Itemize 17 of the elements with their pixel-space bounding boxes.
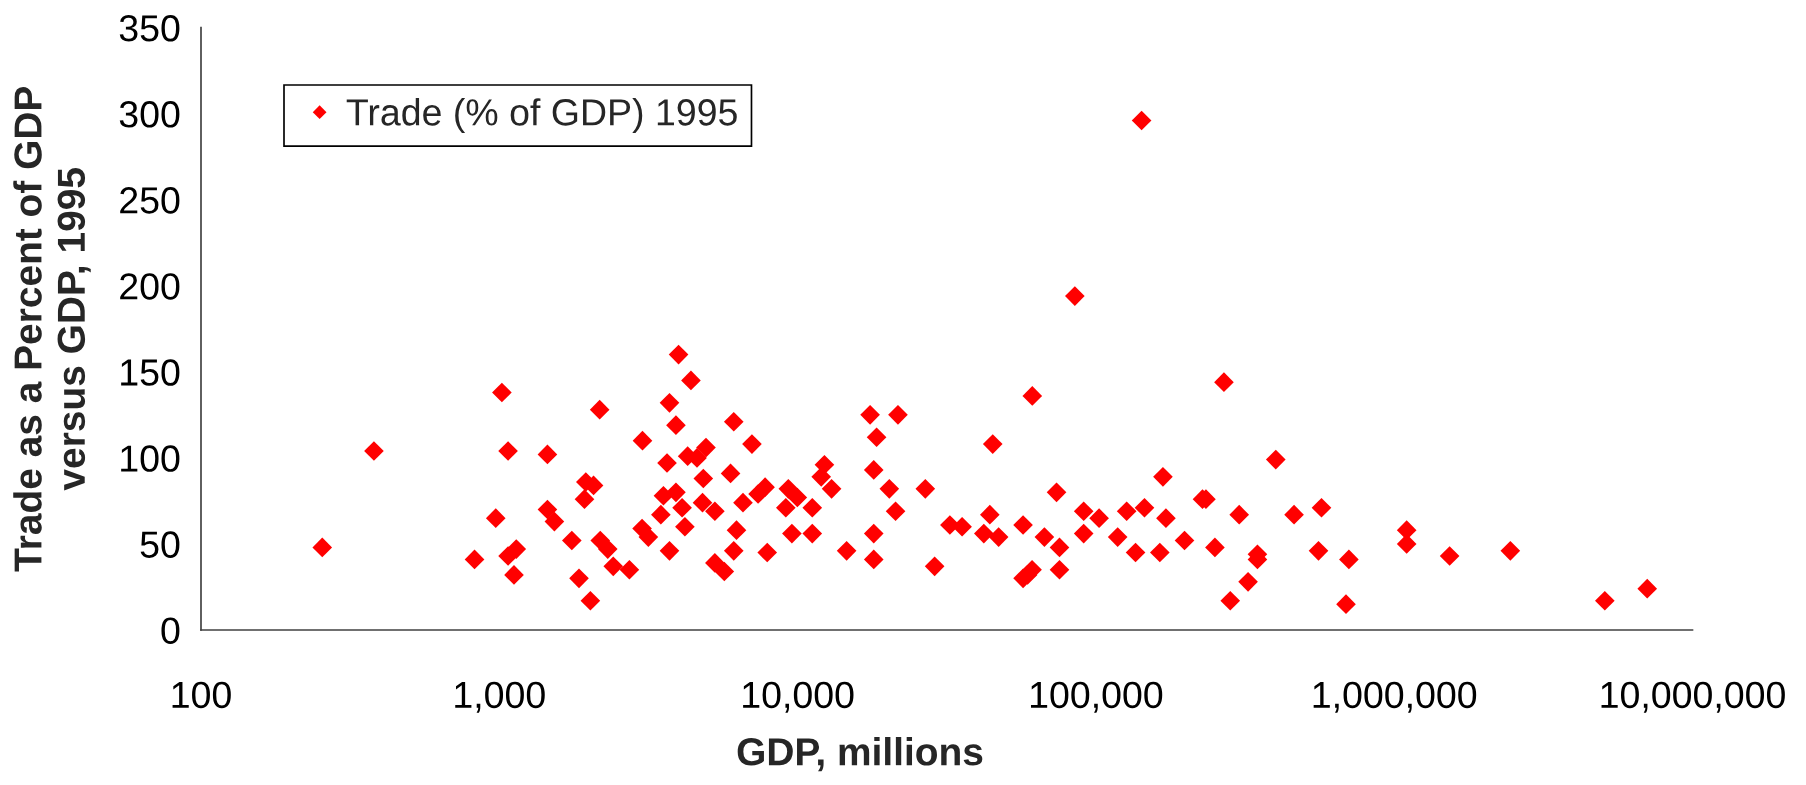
- y-tick-label: 50: [140, 531, 180, 558]
- y-tick-label: 300: [119, 101, 180, 128]
- x-tick-label: 10,000,000: [1601, 681, 1785, 713]
- y-tick-label: 150: [121, 359, 180, 386]
- x-tick-label: 1,000: [455, 681, 545, 713]
- x-axis-title: GDP, millions: [737, 737, 983, 772]
- y-tick-label: 350: [119, 15, 180, 42]
- y-tick-label: 250: [120, 187, 180, 214]
- y-tick-label: 200: [120, 273, 180, 300]
- x-tick-label: 100,000: [1030, 681, 1163, 713]
- x-tick-label: 1,000,000: [1313, 681, 1477, 713]
- legend-label: Trade (% of GDP) 1995: [346, 98, 737, 134]
- y-tick-label: 0: [161, 617, 180, 644]
- y-axis-title: Trade as a Percent of GDP versus GDP, 1995: [13, 86, 91, 572]
- y-tick-label: 100: [121, 445, 180, 472]
- x-tick-label: 100: [172, 681, 231, 709]
- x-tick-label: 10,000: [743, 681, 854, 713]
